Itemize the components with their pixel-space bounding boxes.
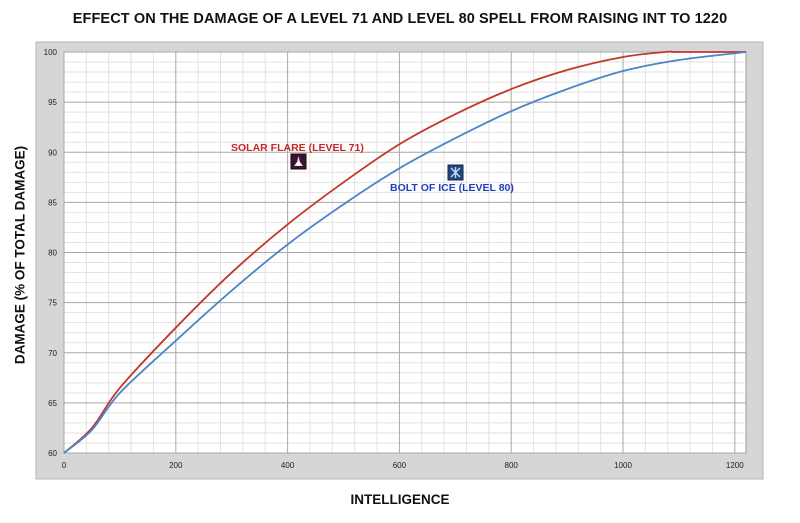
y-tick-label: 65: [48, 399, 57, 408]
x-tick-label: 1200: [726, 461, 744, 470]
y-tick-label: 95: [48, 98, 57, 107]
series-lines: [63, 50, 747, 454]
y-tick-label: 85: [48, 198, 57, 207]
y-tick-label: 100: [44, 48, 58, 57]
x-tick-label: 200: [169, 461, 183, 470]
major-gridlines: [63, 51, 746, 454]
y-tick-label: 70: [48, 349, 57, 358]
bolt-of-ice-spell-icon: [447, 164, 464, 181]
x-axis-label: INTELLIGENCE: [350, 492, 450, 507]
series-line-solar-flare: [63, 50, 746, 454]
tick-labels: 0 200 400 600 800 1000 1200 60 65 70 75 80 85 90 95 100: [44, 48, 745, 470]
y-tick-label: 75: [48, 299, 57, 308]
x-tick-label: 800: [505, 461, 519, 470]
chart-title: EFFECT ON THE DAMAGE OF A LEVEL 71 AND L…: [72, 11, 728, 27]
x-tick-label: 400: [281, 461, 295, 470]
x-tick-label: 600: [393, 461, 407, 470]
x-tick-label: 1000: [614, 461, 632, 470]
x-tick-label: 0: [62, 461, 67, 470]
solar-flare-label: SOLAR FLARE (LEVEL 71): [231, 142, 364, 154]
series-line-bolt-of-ice: [63, 51, 747, 454]
y-tick-label: 60: [48, 449, 57, 458]
bolt-of-ice-label: BOLT OF ICE (LEVEL 80): [390, 182, 514, 194]
y-tick-label: 80: [48, 249, 57, 258]
y-tick-label: 90: [48, 148, 57, 157]
solar-flare-spell-icon: [290, 153, 307, 170]
